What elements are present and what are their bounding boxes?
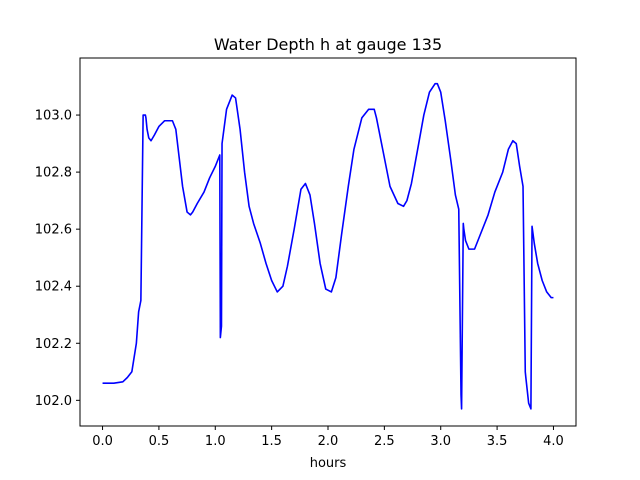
x-tick-label: 2.5 bbox=[374, 434, 395, 449]
y-tick-label: 102.0 bbox=[35, 394, 72, 409]
x-axis-ticks: 0.0 0.5 1.0 1.5 2.0 2.5 3.0 3.5 4.0 bbox=[92, 426, 564, 449]
x-axis-label: hours bbox=[310, 456, 347, 471]
x-tick-label: 1.0 bbox=[205, 434, 226, 449]
y-tick-label: 102.6 bbox=[35, 223, 72, 238]
y-axis-ticks: 102.0 102.2 102.4 102.6 102.8 103.0 bbox=[35, 109, 80, 409]
y-tick-label: 102.8 bbox=[35, 166, 72, 181]
x-tick-label: 4.0 bbox=[543, 434, 564, 449]
axes-frame bbox=[79, 57, 577, 427]
x-tick-label: 2.0 bbox=[318, 434, 339, 449]
x-tick-label: 0.0 bbox=[92, 434, 113, 449]
x-tick-label: 3.5 bbox=[487, 434, 508, 449]
y-tick-label: 102.2 bbox=[35, 337, 72, 352]
y-tick-label: 103.0 bbox=[35, 109, 72, 124]
chart-title: Water Depth h at gauge 135 bbox=[214, 35, 442, 54]
x-tick-label: 0.5 bbox=[149, 434, 170, 449]
water-depth-series-line bbox=[102, 82, 554, 410]
y-tick-label: 102.4 bbox=[35, 280, 72, 295]
x-tick-label: 1.5 bbox=[261, 434, 282, 449]
x-tick-label: 3.0 bbox=[430, 434, 451, 449]
